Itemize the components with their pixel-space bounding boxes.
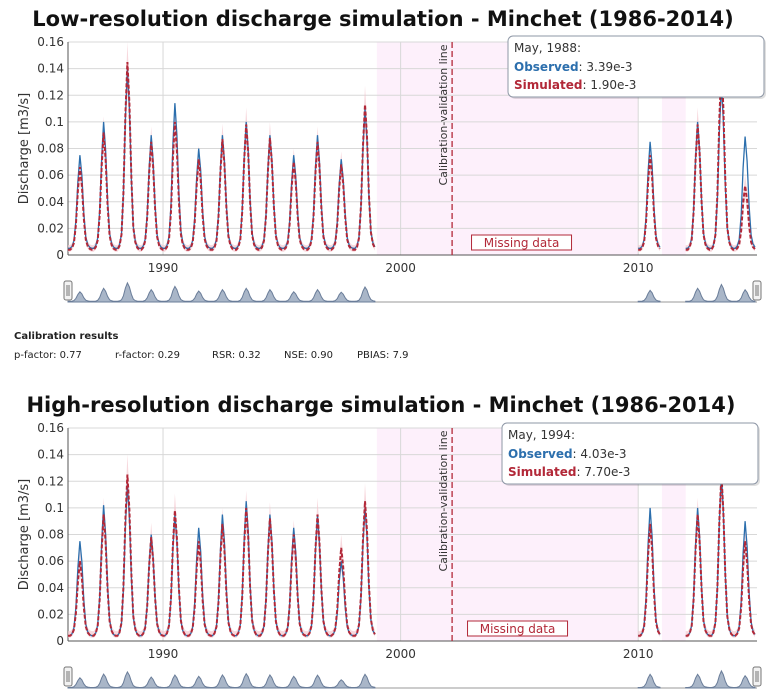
y-tick-label: 0.14 (37, 62, 64, 76)
tooltip-simulated-value: : 7.70e-3 (576, 465, 630, 479)
tooltip-date: May, 1994: (508, 428, 575, 442)
tooltip-simulated-label: Simulated (514, 78, 582, 92)
tooltip: May, 1994: Observed: 4.03e-3 Simulated: 7.… (501, 422, 760, 486)
x-tick-label: 1990 (148, 261, 179, 275)
navigator-series-area (67, 670, 376, 689)
x-tick-label: 2010 (623, 647, 654, 661)
navigator-left-handle[interactable] (63, 666, 73, 687)
y-tick-label: 0.08 (37, 528, 64, 542)
tooltip-observed-row: Observed: 3.39e-3 (514, 60, 632, 74)
tooltip-simulated-label: Simulated (508, 465, 576, 479)
pbias-value: PBIAS: 7.9 (357, 350, 409, 361)
tooltip-observed-value: : 3.39e-3 (579, 60, 633, 74)
y-tick-label: 0.1 (45, 115, 64, 129)
y-tick-label: 0.06 (37, 168, 64, 182)
navigator-series-area (685, 283, 756, 303)
tooltip-observed-label: Observed (508, 447, 573, 461)
tooltip-observed-value: : 4.03e-3 (573, 447, 627, 461)
y-tick-label: 0 (56, 634, 64, 648)
calibration-results-title: Calibration results (14, 331, 119, 342)
y-tick-label: 0.12 (37, 88, 64, 102)
x-tick-label: 2000 (385, 261, 416, 275)
missing-data-box (467, 620, 569, 637)
high-resolution-chart: High-resolution discharge simulation - M… (17, 393, 762, 689)
navigator-right-handle[interactable] (752, 280, 762, 301)
y-tick-label: 0.02 (37, 607, 64, 621)
navigator-left-handle[interactable] (63, 280, 73, 301)
calibration-results-panel: Calibration results p-factor: 0.77 r-fac… (14, 331, 434, 364)
navigator-series-area (637, 289, 661, 303)
y-tick-label: 0.08 (37, 142, 64, 156)
y-tick-label: 0.04 (37, 195, 64, 209)
y-axis-label: Discharge [m3/s] (17, 93, 32, 204)
simulated-series-line (638, 523, 661, 637)
simulated-series-line (685, 474, 756, 637)
simulated-series-line (68, 474, 376, 637)
tooltip-observed-label: Observed (514, 60, 579, 74)
tooltip-box (507, 35, 765, 98)
rsr-value: RSR: 0.32 (212, 350, 261, 361)
navigator-handle-grip[interactable] (63, 666, 73, 687)
navigator-series-area (67, 281, 376, 303)
y-tick-label: 0.16 (37, 421, 64, 435)
x-tick-label: 2000 (385, 647, 416, 661)
observed-series-line (68, 483, 376, 637)
x-tick-label: 2010 (623, 261, 654, 275)
y-tick-label: 0.12 (37, 474, 64, 488)
observed-series-line (685, 84, 756, 249)
y-tick-label: 0.16 (37, 35, 64, 49)
observed-series-line (638, 141, 661, 249)
y-tick-label: 0.04 (37, 581, 64, 595)
simulated-series-line (68, 61, 376, 251)
missing-data-label: Missing data (480, 622, 556, 636)
x-tick-label: 1990 (148, 647, 179, 661)
low-resolution-chart: Low-resolution discharge simulation - Mi… (17, 7, 766, 303)
y-tick-label: 0.02 (37, 221, 64, 235)
navigator-handle-grip[interactable] (752, 666, 762, 687)
y-tick-label: 0.06 (37, 554, 64, 568)
navigator-right-handle[interactable] (752, 666, 762, 687)
tooltip-observed-row: Observed: 4.03e-3 (508, 447, 626, 461)
navigator-handle-grip[interactable] (63, 280, 73, 301)
r-factor-value: r-factor: 0.29 (115, 350, 181, 361)
simulated-uncertainty-band (68, 454, 375, 638)
tooltip-date: May, 1988: (514, 41, 581, 55)
y-tick-label: 0.1 (45, 501, 64, 515)
navigator-series-area (637, 673, 661, 689)
tooltip-simulated-value: : 1.90e-3 (582, 78, 636, 92)
missing-data-label: Missing data (484, 236, 560, 250)
chart-title: High-resolution discharge simulation - M… (26, 393, 735, 417)
navigator-series-area (685, 669, 756, 689)
y-tick-label: 0.14 (37, 448, 64, 462)
calibration-validation-label: Calibration-validation line (437, 44, 450, 185)
observed-series-line (685, 474, 756, 637)
chart-title: Low-resolution discharge simulation - Mi… (32, 7, 733, 31)
tooltip-simulated-row: Simulated: 1.90e-3 (514, 78, 636, 92)
tooltip: May, 1988: Observed: 3.39e-3 Simulated: 1.… (507, 35, 766, 99)
nse-value: NSE: 0.90 (284, 350, 333, 361)
navigator-handle-grip[interactable] (752, 280, 762, 301)
calibration-metrics-row: p-factor: 0.77 r-factor: 0.29 RSR: 0.32 … (14, 350, 434, 364)
tooltip-simulated-row: Simulated: 7.70e-3 (508, 465, 630, 479)
y-axis-label: Discharge [m3/s] (17, 479, 32, 590)
missing-data-box (471, 234, 573, 251)
y-tick-label: 0 (56, 248, 64, 262)
simulated-series-line (638, 155, 661, 251)
calibration-validation-label: Calibration-validation line (437, 430, 450, 571)
p-factor-value: p-factor: 0.77 (14, 350, 82, 361)
tooltip-box (501, 422, 759, 485)
